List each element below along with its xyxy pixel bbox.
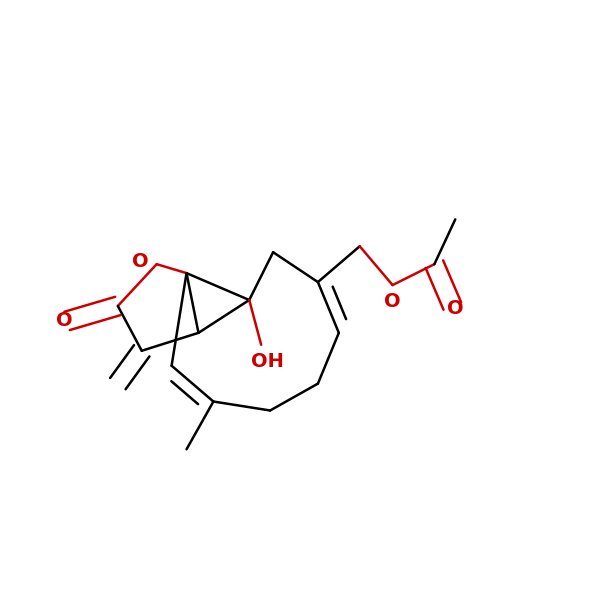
Text: O: O <box>131 251 148 271</box>
Text: O: O <box>447 299 464 319</box>
Text: O: O <box>384 292 401 311</box>
Text: O: O <box>56 311 73 331</box>
Text: OH: OH <box>251 352 284 371</box>
